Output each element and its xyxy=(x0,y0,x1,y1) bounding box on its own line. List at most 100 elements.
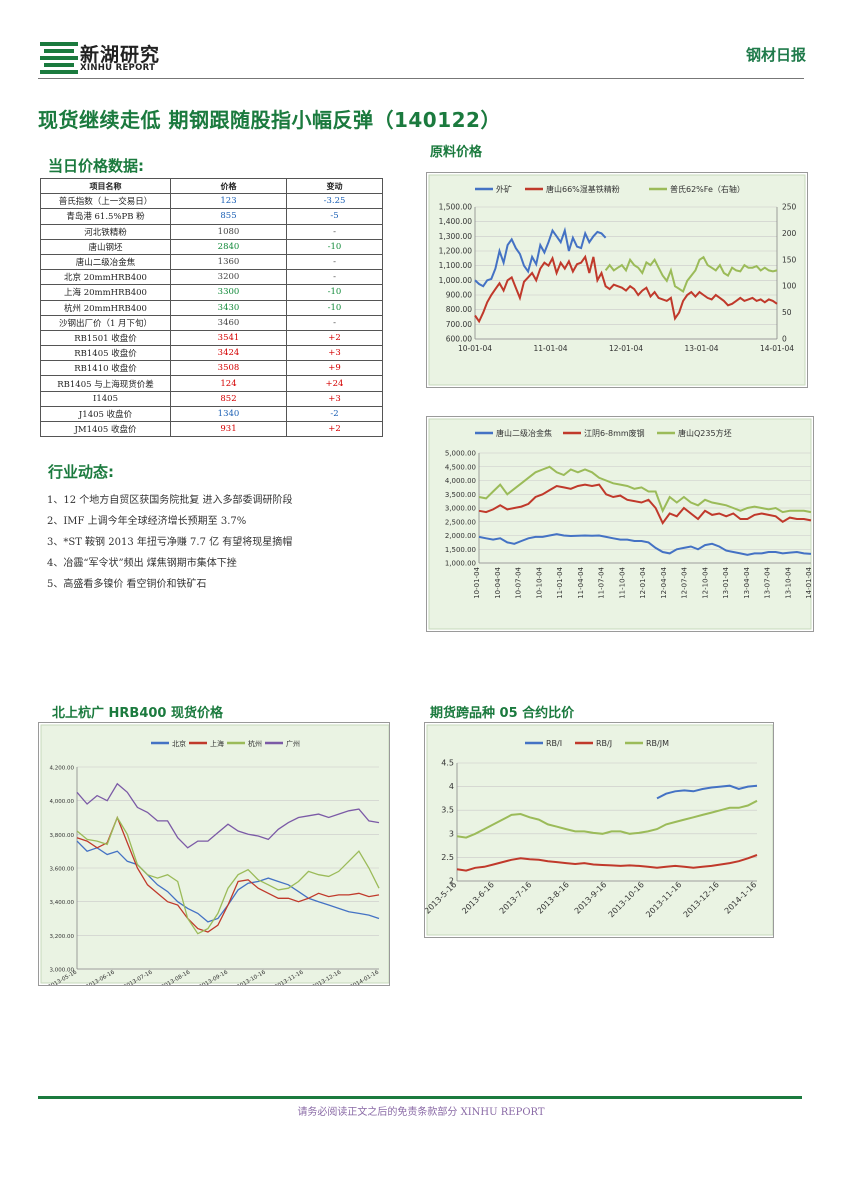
x-tick-label: 11-07-04 xyxy=(598,566,606,598)
y-tick-label: 3,400.00 xyxy=(50,900,75,906)
item-price-cell: 855 xyxy=(170,208,287,225)
table-row: RB1405 收盘价 3424 +3 xyxy=(40,345,383,362)
y2-tick-label: 250 xyxy=(782,203,797,212)
y-tick-label: 2,500.00 xyxy=(445,518,476,526)
y-tick-label: 1,000.00 xyxy=(439,276,473,285)
y-tick-label: 800.00 xyxy=(446,305,472,314)
raw-chart-title: 原料价格 xyxy=(430,145,483,160)
y-tick-label: 4.5 xyxy=(441,759,454,768)
news-item: 4、冶霾“军令状”频出 煤焦钢期市集体下挫 xyxy=(47,558,237,569)
series-line-1 xyxy=(474,254,778,324)
item-price-cell: 3424 xyxy=(170,345,287,362)
table-header-row: 项目名称 价格 变动 xyxy=(40,177,383,195)
series-line-0 xyxy=(656,784,758,800)
plot-area xyxy=(428,174,806,386)
item-price-cell: 3430 xyxy=(170,299,287,316)
item-name-cell: 杭州 20mmHRB400 xyxy=(40,299,171,316)
item-price-cell: 123 xyxy=(170,193,287,210)
table-row: RB1501 收盘价 3541 +2 xyxy=(40,329,383,347)
x-tick-label: 12-01-04 xyxy=(639,566,647,598)
y2-tick-label: 150 xyxy=(782,255,797,264)
item-change-cell: -3.25 xyxy=(286,193,383,210)
table-row: 北京 20mmHRB400 3200- xyxy=(40,269,383,286)
y-tick-label: 3,800.00 xyxy=(50,833,75,839)
report-type: 钢材日报 xyxy=(745,46,806,64)
x-tick-label: 11-01-04 xyxy=(556,566,564,598)
footer-bar xyxy=(38,1096,802,1099)
table-row: RB1410 收盘价 3508 +9 xyxy=(40,360,383,377)
x-tick-label: 11-04-04 xyxy=(577,566,585,598)
price-section-heading: 当日价格数据: xyxy=(48,157,144,175)
news-heading: 行业动态: xyxy=(48,463,114,481)
y-tick-label: 3 xyxy=(449,829,454,838)
legend-label: 江阴6-8mm废钢 xyxy=(584,428,645,438)
x-tick-label: 13-01-04 xyxy=(722,566,730,598)
table-row: 河北铁精粉 1080- xyxy=(40,223,383,240)
item-price-cell: 3541 xyxy=(170,329,287,347)
item-change-cell: -10 xyxy=(286,284,383,301)
y-tick-label: 2.5 xyxy=(441,853,454,862)
y-tick-label: 1,500.00 xyxy=(445,546,476,554)
news-item: 2、IMF 上调今年全球经济增长预期至 3.7% xyxy=(47,516,247,527)
item-change-cell: - xyxy=(286,269,383,286)
table-row: RB1405 与上海现货价差 124 +24 xyxy=(40,375,383,392)
y-tick-label: 4,000.00 xyxy=(50,799,75,805)
item-name-cell: RB1405 收盘价 xyxy=(40,345,171,362)
y-tick-label: 3,500.00 xyxy=(445,491,476,499)
x-tick-label: 10-07-04 xyxy=(515,566,523,598)
logo-icon xyxy=(40,42,78,74)
item-change-cell: -10 xyxy=(286,299,383,316)
legend-label: 外矿 xyxy=(496,184,512,194)
item-name-cell: 唐山二级冶金焦 xyxy=(40,253,171,271)
y2-tick-label: 100 xyxy=(782,282,797,291)
hrb400-chart: 4,200.00 4,000.00 3,800.00 3,600.00 3,400.00… xyxy=(38,722,390,986)
item-price-cell: 1340 xyxy=(170,405,287,423)
item-change-cell: - xyxy=(286,223,383,240)
x-tick-label: 10-04-04 xyxy=(494,566,502,598)
table-row: 普氏指数（上一交易日） 123 -3.25 xyxy=(40,193,383,210)
table-row: 沙钢出厂价（1 月下旬） 3460- xyxy=(40,314,383,331)
y-tick-label: 1,100.00 xyxy=(439,261,473,270)
legend-label: RB/JM xyxy=(646,739,669,748)
item-change-cell: +3 xyxy=(286,345,383,362)
plot-area xyxy=(426,724,773,936)
legend-label: 唐山二级冶金焦 xyxy=(496,428,552,438)
legend-label: 北京 xyxy=(172,739,186,748)
item-change-cell: +2 xyxy=(286,329,383,347)
series-line-0 xyxy=(474,226,607,288)
y2-tick-label: 200 xyxy=(782,229,797,238)
plot-area xyxy=(40,724,389,984)
item-name-cell: RB1405 与上海现货价差 xyxy=(40,375,171,392)
header-divider xyxy=(38,78,804,79)
series-line-2 xyxy=(604,255,778,294)
x-tick-label: 11-01-04 xyxy=(533,344,567,353)
y-tick-label: 700.00 xyxy=(446,320,472,329)
item-name-cell: 普氏指数（上一交易日） xyxy=(40,193,171,210)
table-row: JM1405 收盘价 931 +2 xyxy=(40,420,383,438)
series-line-1 xyxy=(456,854,758,872)
item-price-cell: 3200 xyxy=(170,269,287,286)
y2-tick-label: 0 xyxy=(782,335,787,344)
item-price-cell: 1360 xyxy=(170,253,287,271)
legend-label: 唐山66%湿基铁精粉 xyxy=(546,184,620,194)
x-tick-label: 10-01-04 xyxy=(473,566,481,598)
y-tick-label: 1,400.00 xyxy=(439,217,473,226)
news-item: 5、高盛看多镍价 看空铜价和铁矿石 xyxy=(47,579,207,590)
item-change-cell: +3 xyxy=(286,390,383,407)
table-row: 上海 20mmHRB400 3300 -10 xyxy=(40,284,383,301)
item-price-cell: 3508 xyxy=(170,360,287,377)
y-tick-label: 4,000.00 xyxy=(445,477,476,485)
x-tick-label: 12-04-04 xyxy=(660,566,668,598)
legend-label: 上海 xyxy=(210,739,224,748)
table-row: 杭州 20mmHRB400 3430 -10 xyxy=(40,299,383,316)
item-price-cell: 852 xyxy=(170,390,287,407)
item-price-cell: 124 xyxy=(170,375,287,392)
x-tick-label: 12-10-04 xyxy=(701,566,709,598)
y-tick-label: 1,300.00 xyxy=(439,232,473,241)
item-name-cell: RB1501 收盘价 xyxy=(40,329,171,347)
y-tick-label: 1,500.00 xyxy=(439,203,473,212)
y2-tick-label: 50 xyxy=(782,308,792,317)
table-row: J1405 收盘价 1340 -2 xyxy=(40,405,383,423)
item-change-cell: +2 xyxy=(286,420,383,438)
logo-en-text: XINHU REPORT xyxy=(80,63,156,73)
